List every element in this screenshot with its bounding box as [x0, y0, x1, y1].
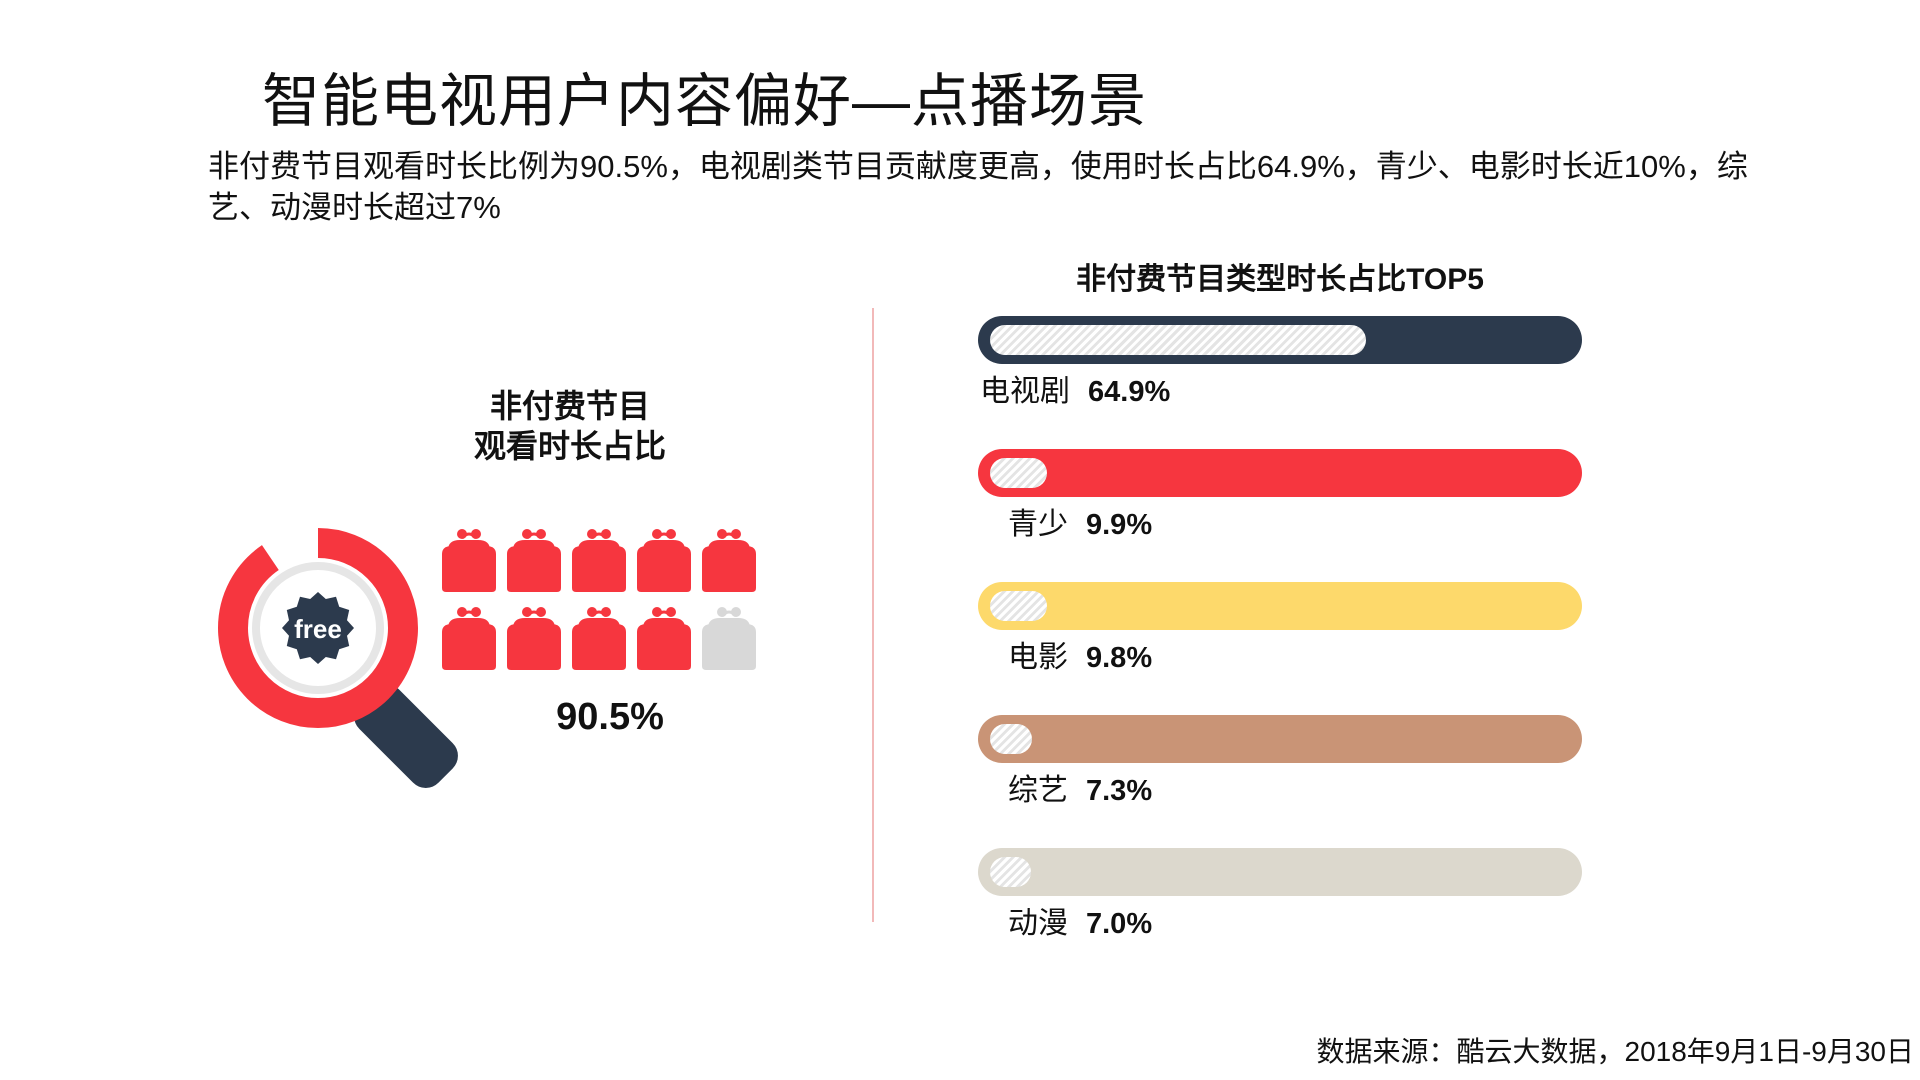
bar-category-label: 综艺 [1008, 774, 1068, 807]
bar-fill [990, 857, 1031, 887]
bar-value-label: 7.0% [1086, 908, 1153, 940]
bar-fill [990, 724, 1033, 754]
purse-icon-filled [442, 529, 496, 592]
free-badge [282, 592, 354, 664]
bar-row: 综艺 7.3% [978, 715, 1582, 825]
bar-label: 动漫 7.0% [1008, 898, 1152, 942]
donut-ring [218, 528, 418, 728]
bar-label: 电视剧 64.9% [980, 366, 1170, 410]
page-title: 智能电视用户内容偏好—点播场景 [262, 69, 1148, 134]
left-heading-line2: 观看时长占比 [473, 428, 666, 464]
purse-icon-empty [702, 607, 756, 670]
bar-value-label: 9.8% [1086, 642, 1153, 674]
data-source: 数据来源：酷云大数据，2018年9月1日-9月30日 [1316, 1036, 1914, 1067]
bar-label: 综艺 7.3% [1008, 765, 1152, 809]
bar-row: 电视剧 64.9% [978, 316, 1582, 426]
bar-track [978, 848, 1582, 896]
purse-icon-filled [637, 607, 691, 670]
magnifier-free-icon: free [218, 528, 458, 788]
bar-track [978, 582, 1582, 630]
purse-icon-filled [507, 607, 561, 670]
bar-track [978, 316, 1582, 364]
bar-category-label: 电影 [1008, 641, 1068, 674]
chart-title: 非付费节目类型时长占比TOP5 [1076, 263, 1484, 296]
bar-row: 动漫 7.0% [978, 848, 1582, 958]
purse-icon-filled [702, 529, 756, 592]
bar-fill [990, 591, 1047, 621]
purse-icon-filled [507, 529, 561, 592]
purse-icon-filled [637, 529, 691, 592]
left-panel-heading: 非付费节目 观看时长占比 [440, 386, 700, 466]
bar-category-label: 电视剧 [980, 375, 1070, 408]
bar-value-label: 9.9% [1086, 509, 1153, 541]
bar-fill [990, 458, 1048, 488]
vertical-divider [872, 308, 874, 922]
bar-row: 青少 9.9% [978, 449, 1582, 559]
bar-value-label: 7.3% [1086, 775, 1153, 807]
magnifier-handle [354, 684, 458, 788]
bar-track [978, 449, 1582, 497]
page-subtitle: 非付费节目观看时长比例为90.5%，电视剧类节目贡献度更高，使用时长占比64.9… [208, 149, 1748, 225]
bar-category-label: 动漫 [1008, 907, 1068, 940]
bar-row: 电影 9.8% [978, 582, 1582, 692]
bar-fill [990, 325, 1367, 355]
purse-icon-filled [572, 607, 626, 670]
free-badge-label: free [294, 614, 342, 644]
bar-value-label: 64.9% [1088, 376, 1171, 408]
bar-category-label: 青少 [1008, 508, 1068, 541]
bar-label: 青少 9.9% [1008, 499, 1152, 543]
bar-track [978, 715, 1582, 763]
purse-icon-filled [572, 529, 626, 592]
non-paid-percentage: 90.5% [556, 696, 664, 738]
purse-icon-filled [442, 607, 496, 670]
left-heading-line1: 非付费节目 [489, 388, 650, 424]
bar-label: 电影 9.8% [1008, 632, 1152, 676]
purse-pictogram-grid [440, 526, 758, 670]
